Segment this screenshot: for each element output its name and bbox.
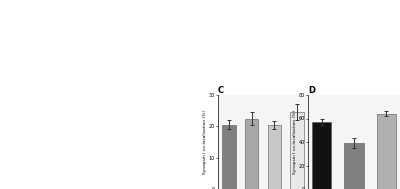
Text: D: D [308, 86, 315, 95]
Bar [312, 122, 332, 189]
Bar [290, 112, 304, 189]
Bar [222, 125, 236, 189]
Bar [344, 143, 364, 189]
Bar [245, 119, 258, 189]
Text: C: C [218, 86, 224, 95]
Bar [268, 125, 281, 189]
Y-axis label: Synapsin I co-localisation (%): Synapsin I co-localisation (%) [203, 110, 207, 174]
Bar [376, 114, 396, 189]
Y-axis label: Synapsin I co-localisation (%): Synapsin I co-localisation (%) [293, 110, 297, 174]
